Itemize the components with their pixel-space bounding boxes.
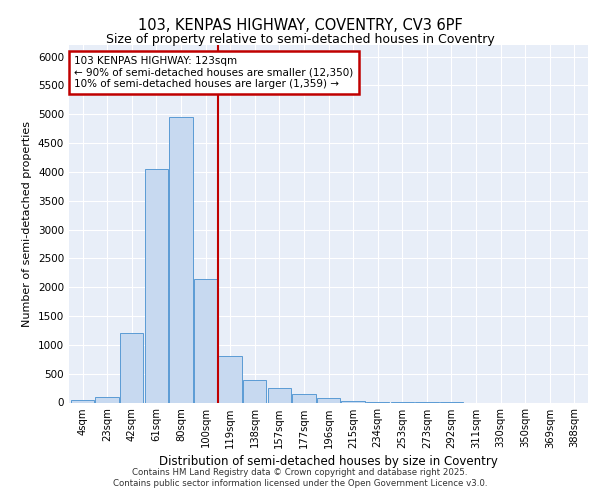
Text: Contains HM Land Registry data © Crown copyright and database right 2025.
Contai: Contains HM Land Registry data © Crown c…: [113, 468, 487, 487]
Bar: [194, 278, 217, 402]
X-axis label: Distribution of semi-detached houses by size in Coventry: Distribution of semi-detached houses by …: [159, 454, 498, 468]
Text: Size of property relative to semi-detached houses in Coventry: Size of property relative to semi-detach…: [106, 32, 494, 46]
Bar: [218, 356, 242, 403]
Y-axis label: Number of semi-detached properties: Number of semi-detached properties: [22, 120, 32, 327]
Text: 103 KENPAS HIGHWAY: 123sqm
← 90% of semi-detached houses are smaller (12,350)
10: 103 KENPAS HIGHWAY: 123sqm ← 90% of semi…: [74, 56, 353, 89]
Bar: [268, 388, 291, 402]
Bar: [145, 169, 168, 402]
Bar: [341, 401, 365, 402]
Text: 103, KENPAS HIGHWAY, COVENTRY, CV3 6PF: 103, KENPAS HIGHWAY, COVENTRY, CV3 6PF: [137, 18, 463, 32]
Bar: [317, 398, 340, 402]
Bar: [71, 400, 94, 402]
Bar: [120, 334, 143, 402]
Bar: [95, 397, 119, 402]
Bar: [243, 380, 266, 402]
Bar: [292, 394, 316, 402]
Bar: [169, 117, 193, 403]
